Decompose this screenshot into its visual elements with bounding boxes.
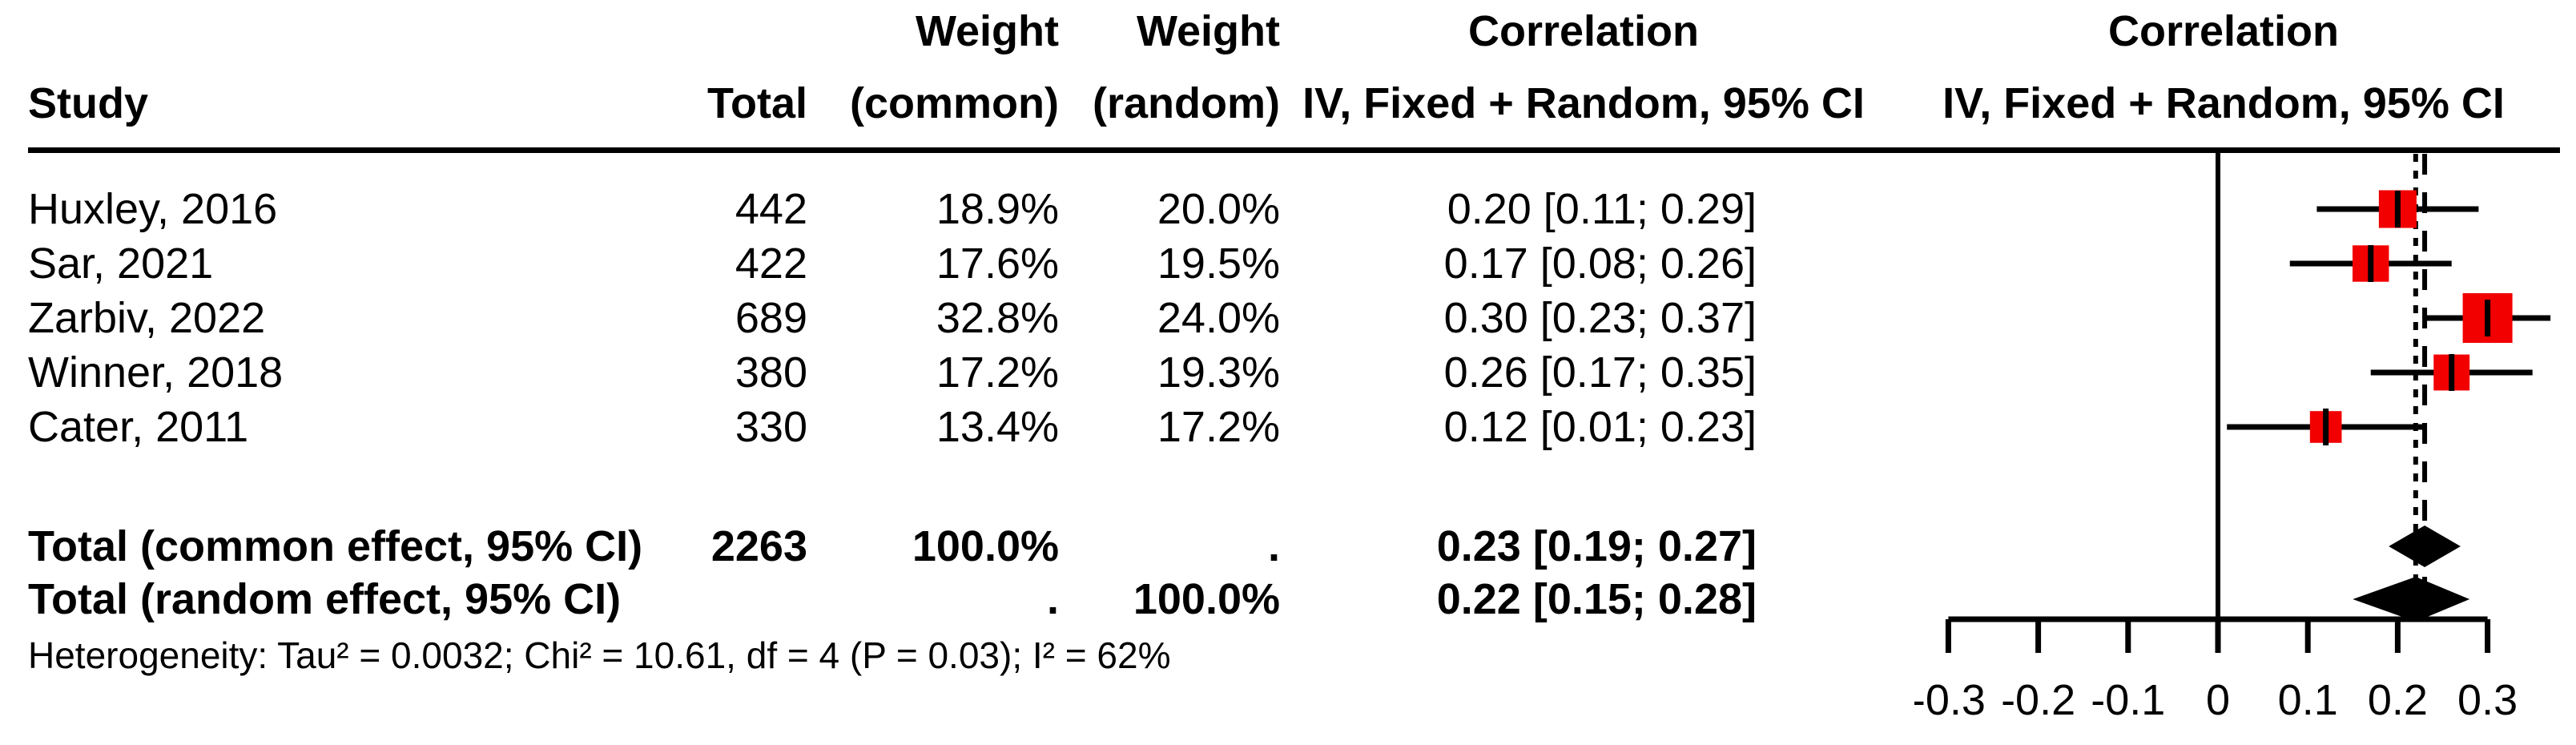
- total-label: Total (common effect, 95% CI): [28, 522, 643, 570]
- weight-common: 17.2%: [936, 348, 1059, 397]
- weight-common: 13.4%: [936, 403, 1059, 451]
- correlation-ci: 0.20 [0.11; 0.29]: [1447, 185, 1757, 233]
- correlation-ci: 0.17 [0.08; 0.26]: [1443, 240, 1757, 288]
- header-weight-random-2: (random): [1093, 79, 1280, 127]
- axis-tick-label: -0.2: [2001, 676, 2075, 724]
- weight-random: 20.0%: [1157, 185, 1280, 233]
- total-n: 380: [735, 348, 807, 397]
- header-correlation: Correlation: [1467, 7, 1700, 55]
- weight-random: 24.0%: [1157, 294, 1280, 342]
- weight-common: 18.9%: [936, 185, 1059, 233]
- total-n: 689: [735, 294, 807, 342]
- correlation-ci: 0.23 [0.19; 0.27]: [1436, 522, 1757, 570]
- header-plot-ci-model: IV, Fixed + Random, 95% CI: [1942, 79, 2505, 127]
- study-row: Sar, 2021 422 17.6% 19.5% 0.17 [0.08; 0.26]: [0, 237, 2576, 290]
- header-weight-common-1: Weight: [916, 7, 1059, 55]
- header-plot-correlation: Correlation: [2107, 7, 2340, 55]
- correlation-ci: 0.30 [0.23; 0.37]: [1443, 294, 1757, 342]
- weight-random: 19.3%: [1157, 348, 1280, 397]
- study-name: Cater, 2011: [28, 403, 249, 451]
- total-row: Total (common effect, 95% CI) 2263 100.0%.…: [0, 520, 2576, 573]
- header-weight-random-1: Weight: [1137, 7, 1280, 55]
- study-row: Winner, 2018 380 17.2% 19.3% 0.26 [0.17; 0.3…: [0, 346, 2576, 399]
- study-name: Winner, 2018: [28, 348, 284, 397]
- axis-tick-label: 0.1: [2278, 676, 2338, 724]
- diamond-common-effect: [2389, 526, 2461, 567]
- forest-plot-graphic: -0.3 -0.2 -0.1 0 0.1 0.2 0.3: [1914, 152, 2551, 724]
- total-row: Total (random effect, 95% CI). 100.0% 0.22…: [0, 573, 2576, 626]
- point-estimate-marker: [2323, 409, 2329, 445]
- total-n: 2263: [710, 522, 807, 570]
- weight-common: 17.6%: [936, 240, 1059, 288]
- study-row: Cater, 2011 330 13.4% 17.2% 0.12 [0.01; 0.23…: [0, 401, 2576, 453]
- axis-tick-label: 0: [2206, 676, 2230, 724]
- correlation-ci: 0.22 [0.15; 0.28]: [1436, 575, 1757, 623]
- total-n: 330: [735, 403, 807, 451]
- weight-random: 17.2%: [1157, 403, 1280, 451]
- diamond-random-effect: [2353, 577, 2470, 622]
- point-estimate-marker: [2368, 245, 2374, 282]
- study-name: Sar, 2021: [28, 240, 214, 288]
- axis-tick-label: -0.3: [1914, 676, 1986, 724]
- study-name: Zarbiv, 2022: [28, 294, 266, 342]
- weight-common: 100.0%: [912, 522, 1059, 570]
- header-weight-common-2: (common): [850, 79, 1059, 127]
- correlation-ci: 0.12 [0.01; 0.23]: [1443, 403, 1757, 451]
- point-estimate-marker: [2485, 300, 2491, 336]
- weight-random: 100.0%: [1133, 575, 1280, 623]
- header-study: Study: [28, 79, 149, 127]
- header-rule: [28, 147, 2560, 153]
- heterogeneity-text: Heterogeneity: Tau² = 0.0032; Chi² = 10.…: [28, 634, 1171, 676]
- weight-random: .: [1267, 522, 1280, 570]
- header-ci-model: IV, Fixed + Random, 95% CI: [1302, 79, 1865, 127]
- correlation-ci: 0.26 [0.17; 0.35]: [1443, 348, 1757, 397]
- study-row: Zarbiv, 2022 689 32.8% 24.0% 0.30 [0.23; 0.3…: [0, 292, 2576, 344]
- weight-common: 32.8%: [936, 294, 1059, 342]
- axis-tick-label: -0.1: [2091, 676, 2165, 724]
- study-name: Huxley, 2016: [28, 185, 278, 233]
- point-estimate-marker: [2394, 191, 2401, 228]
- header-total: Total: [707, 79, 807, 127]
- axis-tick-label: 0.3: [2457, 676, 2518, 724]
- total-n: 422: [735, 240, 807, 288]
- total-label: Total (random effect, 95% CI): [28, 575, 622, 623]
- axis-tick-label: 0.2: [2368, 676, 2428, 724]
- point-estimate-marker: [2449, 354, 2455, 391]
- weight-common: .: [1046, 575, 1059, 623]
- weight-random: 19.5%: [1157, 240, 1280, 288]
- study-row: Huxley, 2016 442 18.9% 20.0% 0.20 [0.11; 0.2…: [0, 183, 2576, 236]
- total-n: 442: [735, 185, 807, 233]
